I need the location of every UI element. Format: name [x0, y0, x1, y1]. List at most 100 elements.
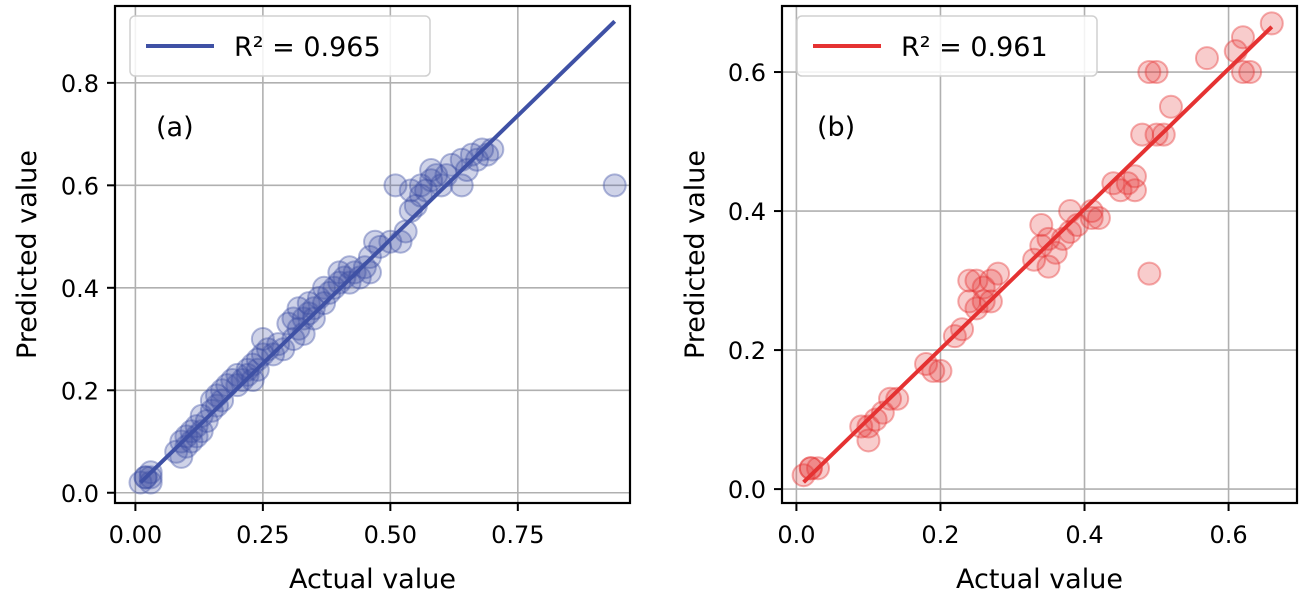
plot-frame: [780, 4, 1299, 505]
data-point: [301, 306, 326, 331]
data-point: [465, 147, 490, 172]
data-point: [296, 301, 321, 326]
y-tick-label: 0.2: [61, 377, 99, 405]
data-point: [301, 296, 326, 321]
data-point: [286, 296, 311, 321]
x-tick-label: 0.2: [921, 521, 959, 549]
legend-label: R² = 0.961: [901, 32, 1048, 63]
x-tick-label: 0.50: [364, 521, 417, 549]
data-point: [856, 428, 881, 453]
data-point: [978, 268, 1003, 293]
data-point: [798, 456, 823, 481]
data-point: [957, 289, 982, 314]
panel-label: (b): [817, 112, 855, 143]
data-point: [1036, 254, 1061, 279]
data-point: [225, 373, 250, 398]
data-point: [1137, 261, 1162, 286]
data-point: [291, 306, 316, 331]
data-point: [1194, 46, 1219, 71]
data-point: [281, 306, 306, 331]
data-point: [791, 463, 816, 488]
legend-label: R² = 0.965: [234, 32, 381, 63]
x-axis-label: Actual value: [956, 564, 1123, 595]
data-point: [957, 268, 982, 293]
data-point: [240, 368, 265, 393]
y-tick-label: 0.4: [728, 198, 766, 226]
legend-box: [129, 15, 431, 77]
data-point: [439, 152, 464, 177]
data-point: [281, 327, 306, 352]
fit-line: [139, 19, 617, 484]
x-tick-label: 0.0: [777, 521, 815, 549]
data-point: [921, 358, 946, 383]
data-point: [296, 291, 321, 316]
data-point: [393, 219, 418, 244]
x-tick-label: 0.4: [1065, 521, 1103, 549]
data-point: [885, 386, 910, 411]
y-tick-label: 0.0: [728, 476, 766, 504]
y-axis-label: Predicted value: [680, 150, 711, 359]
data-point: [327, 270, 352, 295]
data-point: [327, 260, 352, 285]
data-point: [383, 173, 408, 198]
data-point: [1115, 171, 1140, 196]
data-point: [863, 407, 888, 432]
data-point: [312, 275, 337, 300]
data-point: [1029, 233, 1054, 258]
y-axis-label: Predicted value: [12, 150, 43, 359]
data-point: [398, 178, 423, 203]
data-point: [964, 268, 989, 293]
x-tick-label: 0.75: [491, 521, 544, 549]
data-point: [971, 275, 996, 300]
data-point: [449, 173, 474, 198]
data-point: [164, 439, 189, 464]
y-tick-label: 0.6: [728, 59, 766, 87]
x-tick-label: 0.25: [236, 521, 289, 549]
data-point: [189, 403, 214, 428]
y-tick-label: 0.6: [61, 172, 99, 200]
data-point: [317, 280, 342, 305]
data-point: [408, 183, 433, 208]
data-point: [1086, 206, 1111, 231]
data-point: [602, 173, 627, 198]
data-point: [856, 414, 881, 439]
data-point: [322, 275, 347, 300]
data-point: [352, 255, 377, 280]
data-point: [1036, 226, 1061, 251]
y-tick-label: 0.2: [728, 337, 766, 365]
x-tick-label: 0.6: [1209, 521, 1247, 549]
data-point: [337, 270, 362, 295]
data-point: [1158, 94, 1183, 119]
chart-panel-1: 0.0 0.2 0.4 0.6 0.0 0.2 0.4 0.6 Actual value Pred…: [680, 4, 1299, 595]
data-point: [1144, 122, 1169, 147]
panel-label: (a): [156, 112, 194, 143]
plot-frame: [113, 4, 632, 505]
data-point: [1238, 60, 1263, 85]
data-point: [1029, 212, 1054, 237]
data-point: [276, 311, 301, 336]
data-point: [408, 173, 433, 198]
data-point: [1130, 122, 1155, 147]
data-point: [454, 157, 479, 182]
legend: R² = 0.965: [129, 15, 431, 77]
data-point: [414, 178, 439, 203]
data-point: [194, 409, 219, 434]
data-point: [459, 142, 484, 167]
legend-box: [796, 15, 1098, 77]
data-point: [169, 444, 194, 469]
data-point: [429, 173, 454, 198]
data-point: [986, 261, 1011, 286]
y-tick-label: 0.4: [61, 275, 99, 303]
data-point: [271, 337, 296, 362]
data-point: [928, 358, 953, 383]
data-point: [250, 327, 275, 352]
data-point: [971, 289, 996, 314]
data-point: [419, 157, 444, 182]
data-point: [138, 465, 163, 490]
data-point: [235, 362, 260, 387]
data-point: [1230, 25, 1255, 50]
data-point: [230, 368, 255, 393]
data-point: [798, 456, 823, 481]
data-point: [1137, 60, 1162, 85]
